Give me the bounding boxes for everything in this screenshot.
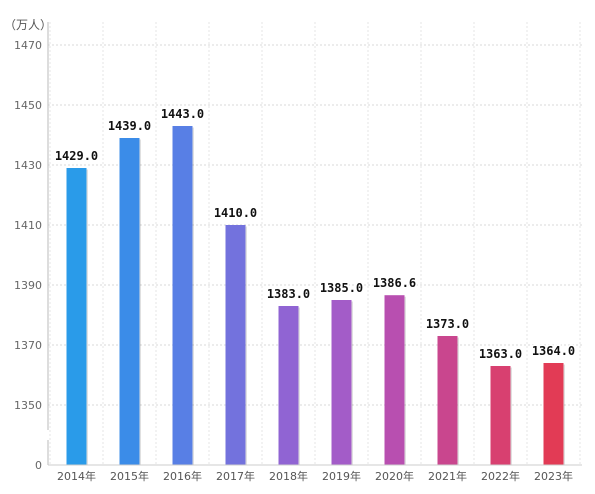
x-tick-label: 2023年: [534, 469, 573, 483]
bar-2023年: [543, 363, 564, 465]
bar-2018年: [278, 306, 299, 465]
bar-2014年: [66, 168, 87, 465]
bar-2020年: [384, 295, 405, 465]
bar-2021年: [437, 336, 458, 465]
data-label: 1373.0: [426, 317, 469, 331]
x-tick-label: 2022年: [481, 469, 520, 483]
data-label: 1363.0: [479, 347, 522, 361]
data-label: 1439.0: [108, 119, 151, 133]
data-label: 1364.0: [532, 344, 575, 358]
data-label: 1386.6: [373, 276, 416, 290]
y-axis-ticks: 1470 1450 1430 1410 1390 1370 1350 0: [14, 39, 42, 472]
y-tick-label: 1470: [14, 39, 42, 52]
y-tick-label: 1450: [14, 99, 42, 112]
x-tick-label: 2020年: [375, 469, 414, 483]
bar-2015年: [119, 138, 140, 465]
bar-2017年: [225, 225, 246, 465]
bar-2016年: [172, 126, 193, 465]
y-tick-label: 1350: [14, 399, 42, 412]
x-axis-ticks: 2014年 2015年 2016年 2017年 2018年 2019年 2020年 2021年…: [57, 469, 573, 483]
y-tick-label: 1410: [14, 219, 42, 232]
data-label: 1443.0: [161, 107, 204, 121]
x-tick-label: 2017年: [216, 469, 255, 483]
data-label: 1383.0: [267, 287, 310, 301]
x-tick-label: 2021年: [428, 469, 467, 483]
x-tick-label: 2016年: [163, 469, 202, 483]
data-label: 1429.0: [55, 149, 98, 163]
x-tick-label: 2018年: [269, 469, 308, 483]
y-tick-label: 0: [35, 459, 42, 472]
y-tick-label: 1390: [14, 279, 42, 292]
bars: [66, 126, 565, 465]
x-tick-label: 2019年: [322, 469, 361, 483]
data-label: 1385.0: [320, 281, 363, 295]
x-tick-label: 2015年: [110, 469, 149, 483]
data-label: 1410.0: [214, 206, 257, 220]
y-unit-label: （万人）: [4, 18, 52, 32]
bar-2022年: [490, 366, 511, 465]
bar-2019年: [331, 300, 352, 465]
y-tick-label: 1370: [14, 339, 42, 352]
x-tick-label: 2014年: [57, 469, 96, 483]
data-labels: 1429.0 1439.0 1443.0 1410.0 1383.0 1385.0 1386…: [53, 106, 576, 363]
y-tick-label: 1430: [14, 159, 42, 172]
